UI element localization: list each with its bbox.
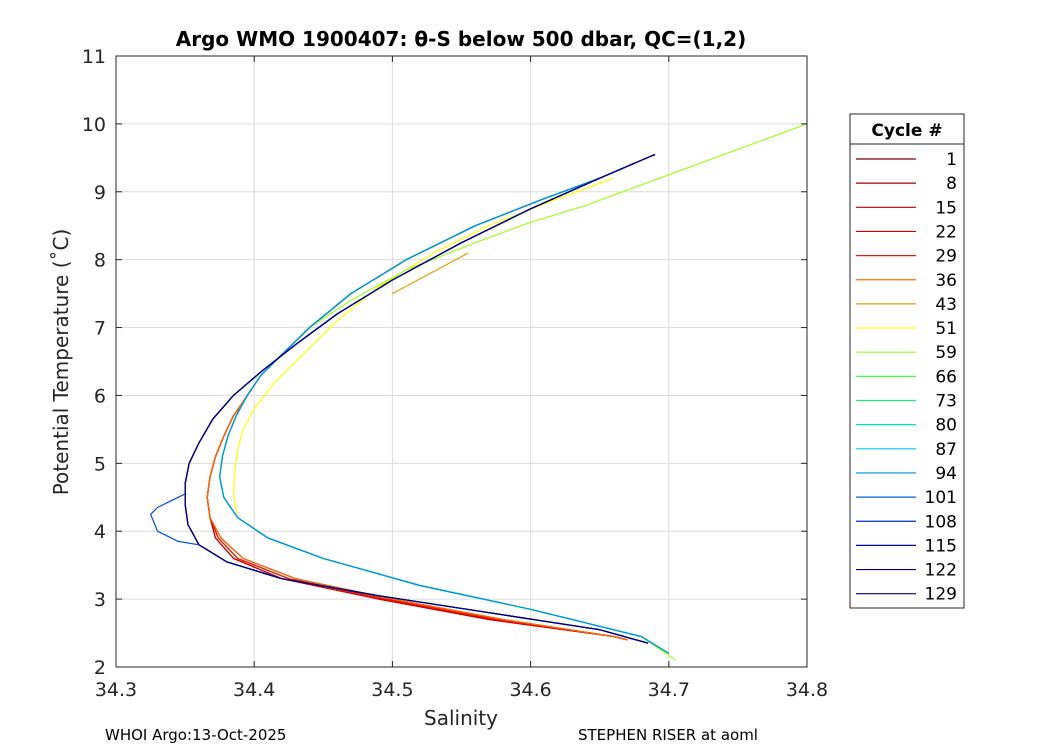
legend-label: 108 bbox=[925, 512, 957, 532]
legend-label: 59 bbox=[935, 343, 957, 363]
y-tick-label: 10 bbox=[82, 114, 106, 136]
legend: Cycle # 1 8 15 22 29 36 43 51 59 66 73 80 87 94 101 108… bbox=[849, 113, 965, 609]
series-line-73 bbox=[219, 177, 670, 654]
legend-label: 36 bbox=[935, 271, 957, 291]
series-line-129 bbox=[184, 153, 656, 644]
legend-label: 94 bbox=[935, 464, 957, 484]
legend-label: 122 bbox=[925, 561, 957, 581]
footer-left: WHOI Argo:13-Oct-2025 bbox=[105, 726, 287, 744]
series-line-8 bbox=[206, 177, 628, 641]
footer-right: STEPHEN RISER at aoml bbox=[578, 726, 758, 744]
legend-label: 51 bbox=[935, 319, 957, 339]
x-tick-label: 34.4 bbox=[233, 679, 275, 701]
legend-label: 29 bbox=[935, 247, 957, 267]
legend-label: 87 bbox=[935, 440, 957, 460]
y-tick-label: 4 bbox=[94, 521, 106, 543]
axis-ticks: 34.3 34.4 34.5 34.6 34.7 34.8 2 3 4 5 6 7 8 9 10 11 bbox=[82, 46, 828, 701]
y-tick-label: 5 bbox=[94, 453, 106, 475]
legend-label: 22 bbox=[935, 222, 957, 242]
legend-label: 129 bbox=[925, 585, 957, 605]
series-line-101 bbox=[184, 153, 656, 644]
series-line-80 bbox=[219, 177, 670, 654]
series-line-115 bbox=[184, 153, 656, 644]
y-axis-label: Potential Temperature (˚C) bbox=[49, 229, 73, 496]
x-tick-label: 34.5 bbox=[371, 679, 413, 701]
y-tick-label: 6 bbox=[94, 385, 106, 407]
legend-label: 73 bbox=[935, 392, 957, 412]
series-line-122 bbox=[184, 153, 656, 644]
series-line-87 bbox=[219, 177, 670, 654]
y-tick-label: 2 bbox=[94, 657, 106, 679]
series-line-43 bbox=[392, 252, 469, 295]
series-line-15 bbox=[206, 177, 628, 641]
y-tick-label: 8 bbox=[94, 250, 106, 272]
x-tick-label: 34.3 bbox=[95, 679, 137, 701]
legend-label: 80 bbox=[935, 416, 957, 436]
series-line-22 bbox=[206, 177, 628, 641]
series-line-108 bbox=[184, 153, 656, 644]
legend-label: 115 bbox=[925, 536, 957, 556]
series-line-66 bbox=[219, 177, 670, 654]
x-axis-label: Salinity bbox=[424, 706, 498, 730]
legend-label: 101 bbox=[925, 488, 957, 508]
plot-frame bbox=[115, 55, 808, 668]
y-tick-label: 7 bbox=[94, 318, 106, 340]
y-tick-label: 3 bbox=[94, 589, 106, 611]
x-tick-label: 34.7 bbox=[648, 679, 690, 701]
legend-box bbox=[849, 113, 965, 609]
legend-label: 1 bbox=[946, 150, 957, 170]
y-tick-label: 11 bbox=[82, 46, 106, 68]
legend-label: 8 bbox=[946, 174, 957, 194]
x-tick-label: 34.6 bbox=[509, 679, 551, 701]
y-tick-label: 9 bbox=[94, 182, 106, 204]
x-tick-label: 34.8 bbox=[786, 679, 828, 701]
legend-items: 1 8 15 22 29 36 43 51 59 66 73 80 87 94 101 108 115 122 12… bbox=[856, 150, 957, 605]
grid bbox=[115, 55, 808, 668]
series-line-1 bbox=[206, 177, 628, 641]
legend-label: 66 bbox=[935, 367, 957, 387]
series-layer bbox=[150, 123, 808, 661]
series-line-59 bbox=[219, 123, 808, 661]
series-line-51 bbox=[232, 177, 614, 515]
series-line-94 bbox=[219, 177, 670, 654]
series-line-29 bbox=[206, 177, 628, 641]
chart-title: Argo WMO 1900407: θ-S below 500 dbar, QC… bbox=[176, 27, 746, 51]
legend-label: 43 bbox=[935, 295, 957, 315]
legend-label: 15 bbox=[935, 198, 957, 218]
series-line-extra-19 bbox=[150, 493, 199, 546]
series-line-36 bbox=[206, 177, 628, 641]
legend-title: Cycle # bbox=[871, 121, 942, 141]
